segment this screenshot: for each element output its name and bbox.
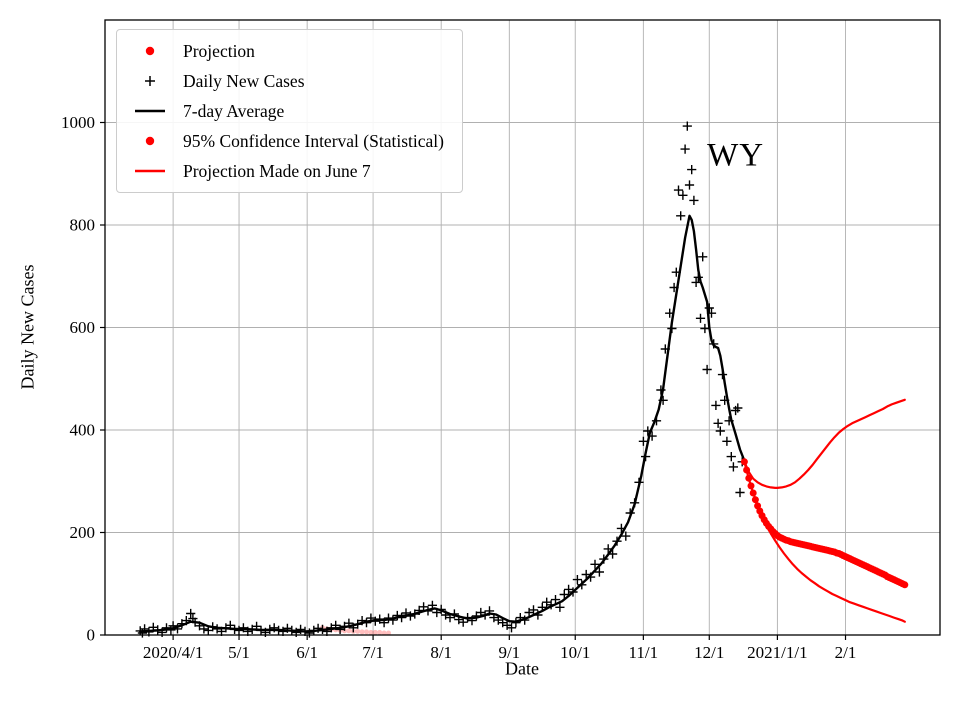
x-tick-label: 2021/1/1 xyxy=(747,643,807,662)
legend-label-daily-new-cases: Daily New Cases xyxy=(183,70,305,91)
red-dot-shape xyxy=(145,46,155,56)
plus-shape xyxy=(145,76,155,86)
x-tick-label: 7/1 xyxy=(362,643,384,662)
projection-series xyxy=(740,458,909,589)
legend-label-projection: Projection xyxy=(183,40,255,61)
legend-item-confidence-interval: 95% Confidence Interval (Statistical) xyxy=(127,130,444,152)
legend-label-june7-projection: Projection Made on June 7 xyxy=(183,160,371,181)
x-tick-label: 2/1 xyxy=(835,643,857,662)
legend-label-confidence-interval: 95% Confidence Interval (Statistical) xyxy=(183,130,444,151)
plus-marker-icon xyxy=(127,74,173,88)
red-dot-marker-icon xyxy=(127,44,173,58)
legend: Projection Daily New Cases 7-day Average… xyxy=(116,29,463,193)
x-tick-label: 9/1 xyxy=(498,643,520,662)
red-dot-marker-icon xyxy=(127,134,173,148)
black-line-marker-icon xyxy=(127,104,173,118)
ci-upper-series xyxy=(743,398,906,489)
x-tick-label: 6/1 xyxy=(296,643,318,662)
x-tick-label: 8/1 xyxy=(430,643,452,662)
red-line-marker-icon xyxy=(127,164,173,178)
x-tick-label: 11/1 xyxy=(629,643,659,662)
x-axis-label: Date xyxy=(505,658,539,679)
red-dot-shape xyxy=(145,136,155,146)
y-tick-label: 0 xyxy=(87,626,96,645)
y-tick-label: 1000 xyxy=(61,113,95,132)
y-axis-label: Daily New Cases xyxy=(17,264,38,390)
y-tick-label: 400 xyxy=(70,421,96,440)
state-annotation: WY xyxy=(707,137,765,174)
y-tick-label: 200 xyxy=(70,523,96,542)
x-tick-label: 2020/4/1 xyxy=(143,643,203,662)
y-tick-label: 600 xyxy=(70,318,96,337)
axis-ticks: 2020/4/1 5/1 6/1 7/1 8/1 9/1 10/1 11/1 12/1 2021/… xyxy=(61,113,856,662)
seven-day-average-series xyxy=(139,214,746,633)
ci-lower-series xyxy=(743,460,906,623)
legend-item-june7-projection: Projection Made on June 7 xyxy=(127,160,444,182)
legend-item-daily-new-cases: Daily New Cases xyxy=(127,70,444,92)
legend-item-7day-average: 7-day Average xyxy=(127,100,444,122)
x-tick-label: 12/1 xyxy=(694,643,724,662)
x-tick-label: 5/1 xyxy=(228,643,250,662)
legend-item-projection: Projection xyxy=(127,40,444,62)
y-tick-label: 800 xyxy=(70,216,96,235)
legend-label-7day-average: 7-day Average xyxy=(183,100,285,121)
x-tick-label: 10/1 xyxy=(560,643,590,662)
